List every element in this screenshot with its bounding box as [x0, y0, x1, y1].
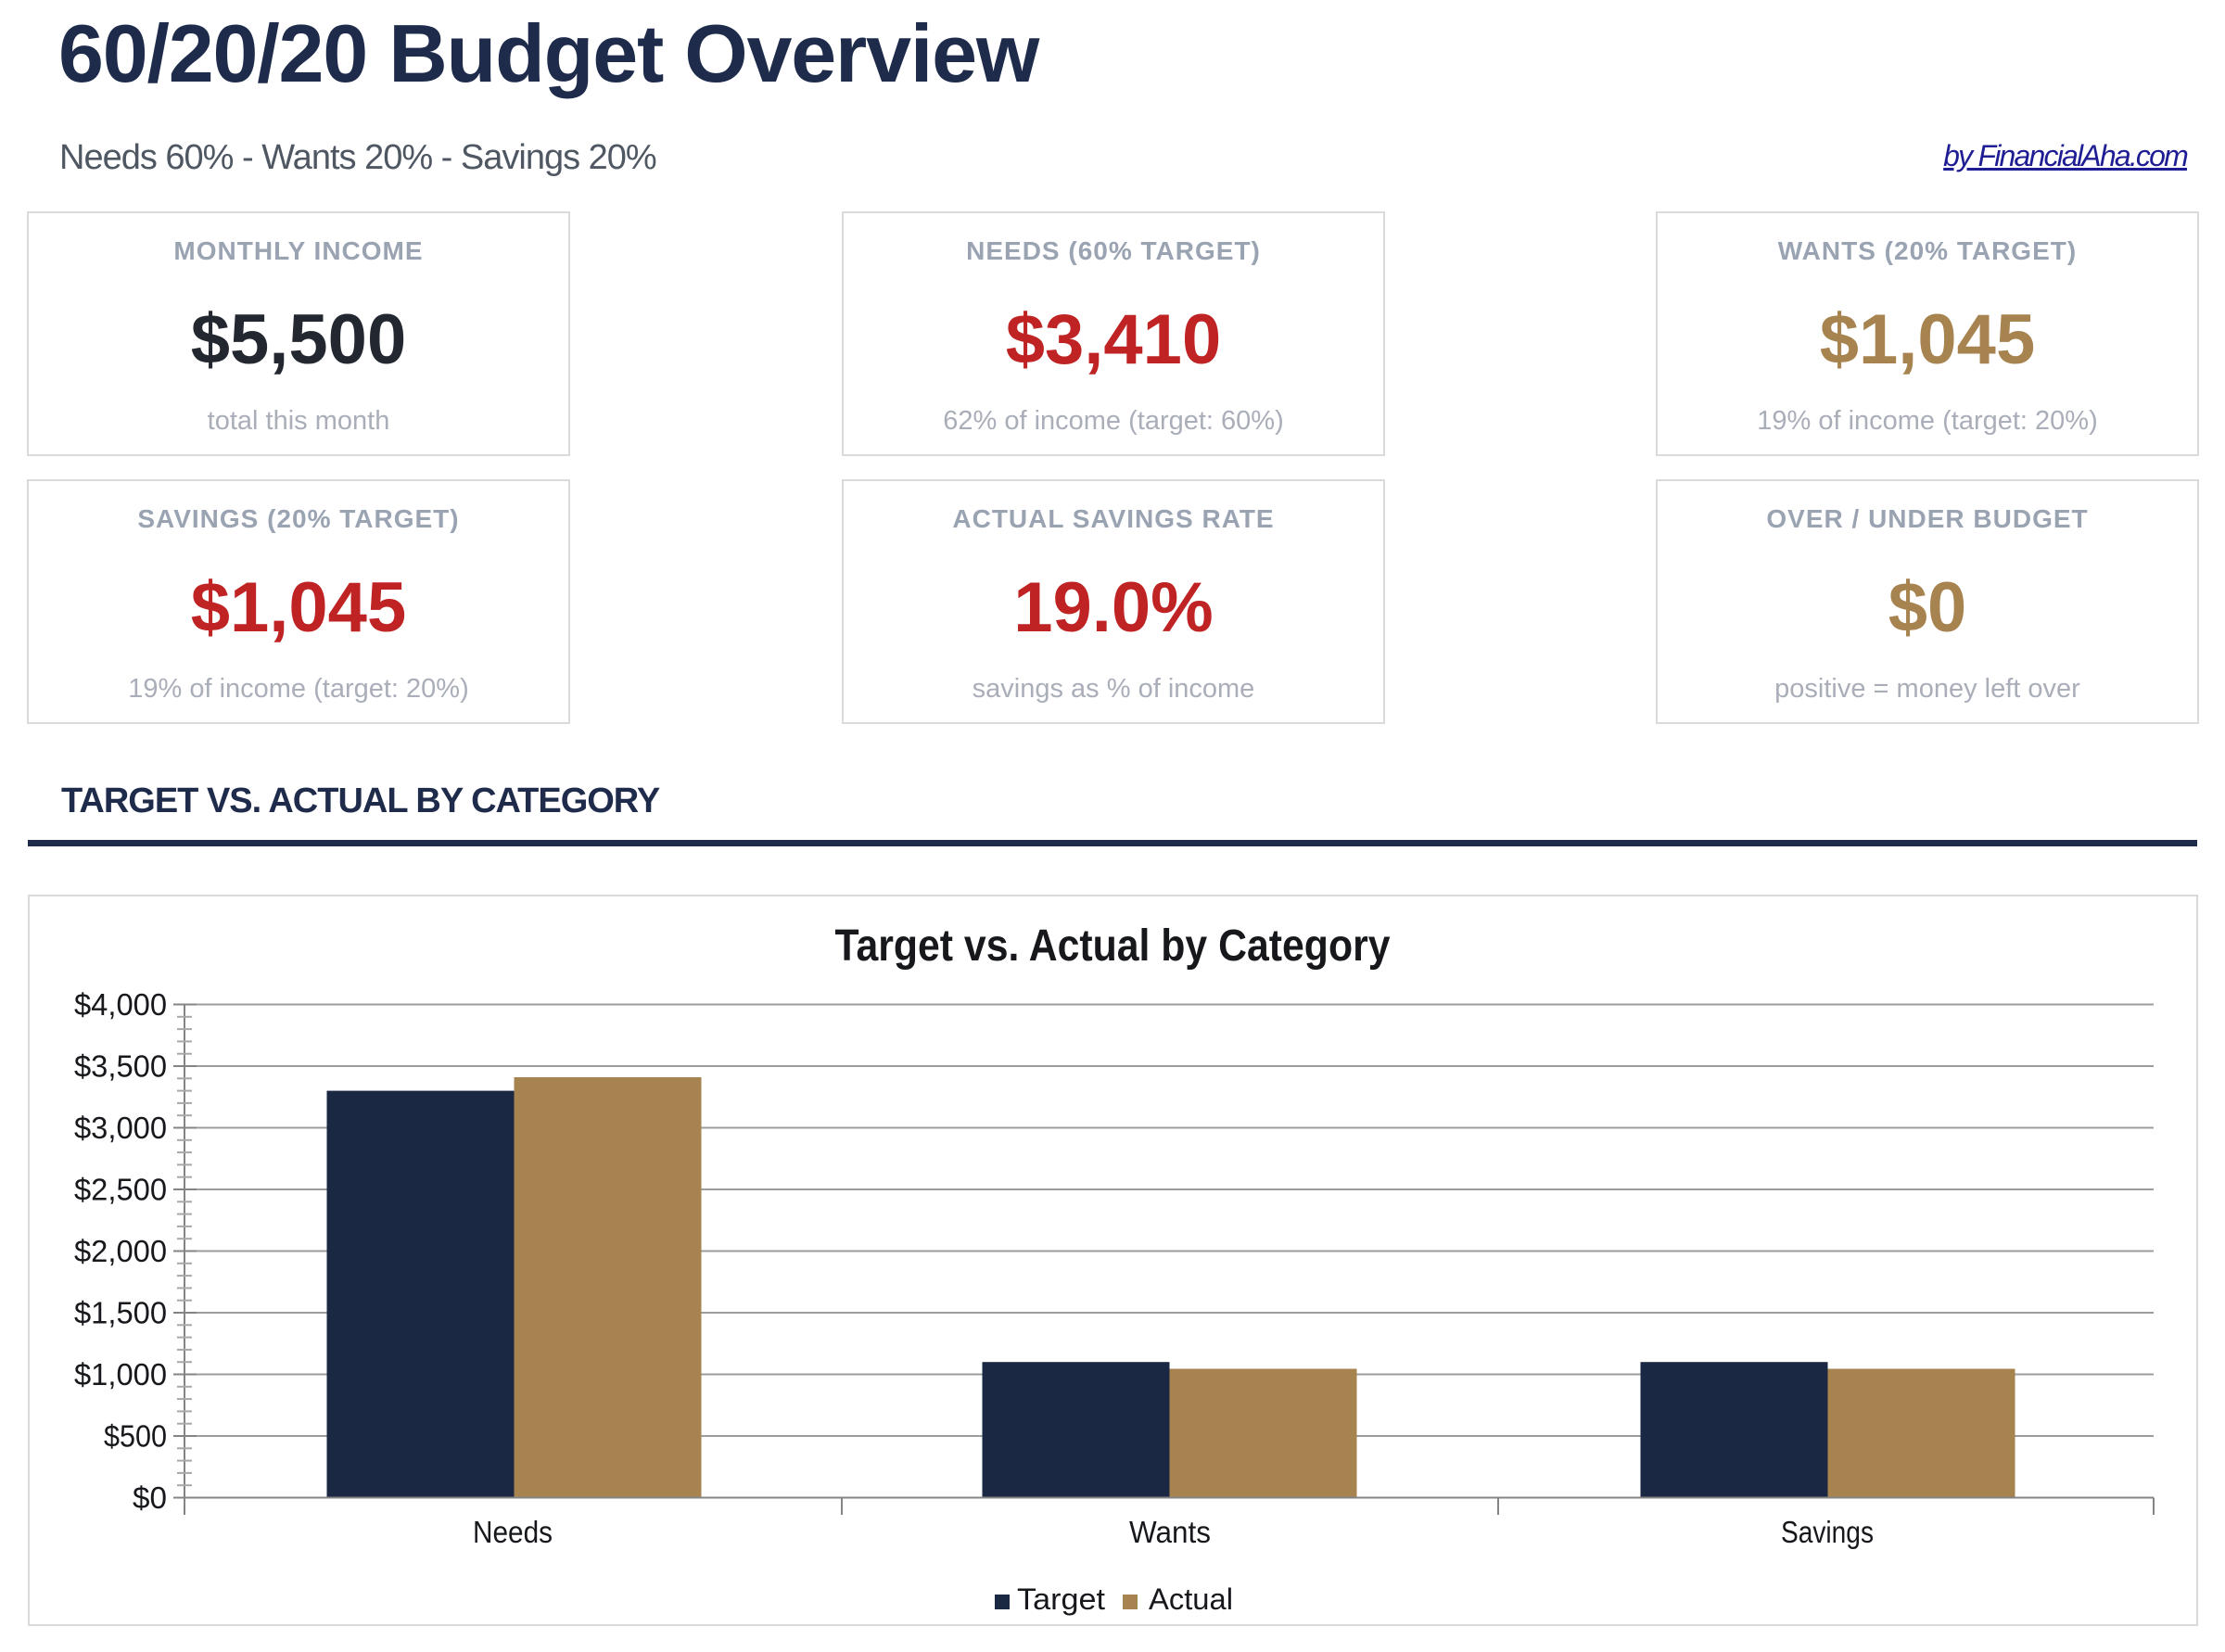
svg-text:Target: Target [1017, 1582, 1105, 1616]
svg-text:$3,000: $3,000 [74, 1111, 167, 1145]
svg-text:Needs: Needs [473, 1515, 553, 1549]
svg-text:Savings: Savings [1781, 1515, 1874, 1549]
svg-text:$1,000: $1,000 [74, 1357, 167, 1391]
svg-text:$2,500: $2,500 [74, 1173, 167, 1207]
svg-text:$1,500: $1,500 [74, 1296, 167, 1330]
svg-text:Actual: Actual [1149, 1582, 1233, 1616]
svg-text:$3,500: $3,500 [74, 1049, 167, 1084]
svg-text:Wants: Wants [1129, 1515, 1211, 1549]
svg-text:$500: $500 [104, 1419, 167, 1454]
svg-text:$2,000: $2,000 [74, 1234, 167, 1268]
svg-text:$4,000: $4,000 [74, 987, 167, 1022]
svg-text:Target vs. Actual by Category: Target vs. Actual by Category [835, 921, 1391, 971]
svg-text:$0: $0 [133, 1480, 167, 1515]
